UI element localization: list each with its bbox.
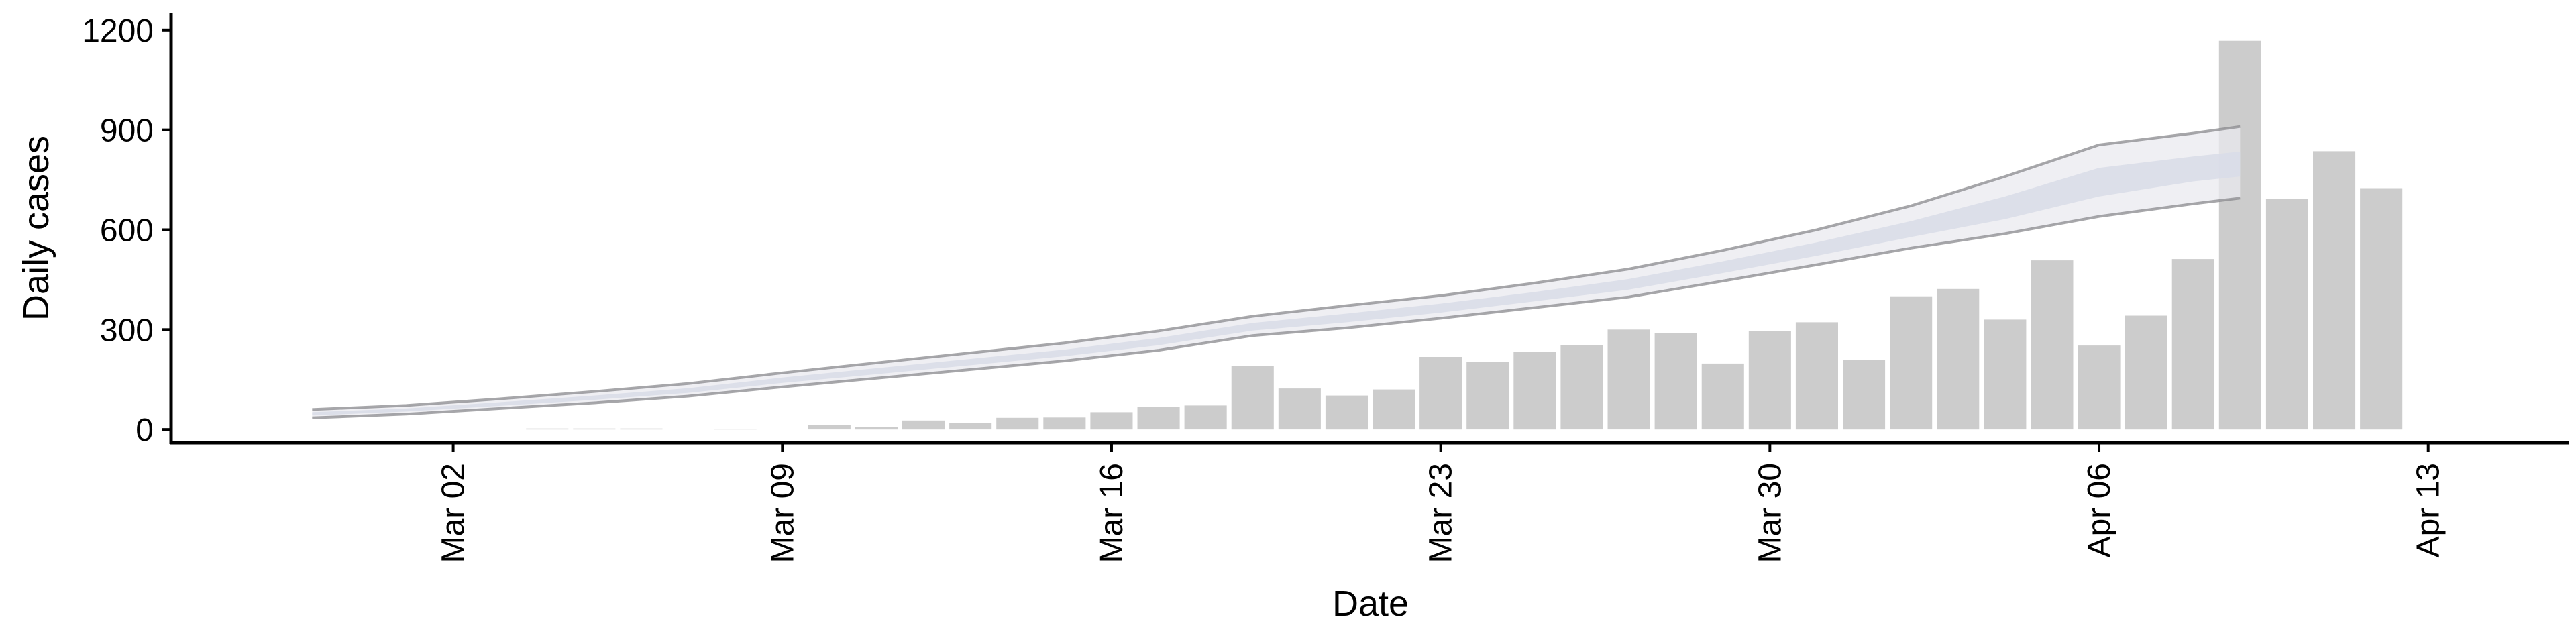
bar-2020-04-09 xyxy=(2218,40,2261,430)
bar-2020-03-16 xyxy=(1090,412,1133,430)
y-ticks: 0 300 600 900 1200 xyxy=(82,13,171,448)
y-tick-label-600: 600 xyxy=(100,213,154,248)
bar-2020-03-04 xyxy=(526,428,569,430)
bar-2020-03-24 xyxy=(1466,362,1509,430)
bar-2020-03-29 xyxy=(1701,363,1744,430)
bar-2020-04-08 xyxy=(2171,259,2214,430)
y-tick-label-0: 0 xyxy=(136,413,154,448)
forecast-band-upper-edge xyxy=(312,125,2241,411)
y-tick-label-1200: 1200 xyxy=(82,13,154,49)
bar-2020-03-23 xyxy=(1419,357,1462,430)
bar-2020-04-11 xyxy=(2313,151,2356,430)
bar-2020-03-28 xyxy=(1654,333,1697,430)
y-tick-label-900: 900 xyxy=(100,113,154,149)
bar-2020-04-02 xyxy=(1890,296,1933,430)
bar-2020-04-01 xyxy=(1843,360,1886,430)
bar-2020-03-21 xyxy=(1325,395,1368,430)
x-tick-label-Mar 09: Mar 09 xyxy=(765,463,800,563)
bar-2020-03-10 xyxy=(808,425,851,430)
bar-2020-03-13 xyxy=(949,423,992,430)
bar-2020-03-14 xyxy=(996,417,1039,430)
bar-2020-03-05 xyxy=(573,428,616,430)
x-ticks: Mar 02 Mar 09 Mar 16 Mar 23 Mar 30 Apr 06 Apr … xyxy=(436,443,2447,563)
y-tick-label-300: 300 xyxy=(100,313,154,348)
x-tick-label-Mar 23: Mar 23 xyxy=(1424,463,1459,563)
bar-2020-03-19 xyxy=(1231,366,1274,430)
bar-2020-03-25 xyxy=(1513,352,1556,430)
x-tick-label-Apr 06: Apr 06 xyxy=(2082,463,2117,557)
x-tick-label-Mar 02: Mar 02 xyxy=(436,463,472,563)
bar-2020-04-12 xyxy=(2360,188,2403,430)
bar-2020-04-07 xyxy=(2125,315,2167,430)
bar-2020-03-12 xyxy=(902,420,945,430)
x-axis-title: Date xyxy=(1332,584,1409,624)
bar-2020-03-15 xyxy=(1043,417,1086,430)
bar-2020-03-26 xyxy=(1560,345,1603,430)
x-tick-label-Mar 16: Mar 16 xyxy=(1094,463,1130,563)
bar-2020-04-03 xyxy=(1937,288,1980,430)
bar-2020-03-06 xyxy=(620,428,663,430)
bar-2020-03-17 xyxy=(1137,407,1180,430)
bar-2020-03-11 xyxy=(855,427,898,430)
bar-2020-04-06 xyxy=(2078,345,2121,430)
bar-2020-04-10 xyxy=(2265,199,2308,430)
forecast-band-lower-edge xyxy=(312,197,2241,419)
bar-2020-03-18 xyxy=(1184,405,1227,430)
bar-2020-03-20 xyxy=(1278,388,1321,430)
y-axis-title: Daily cases xyxy=(16,136,56,321)
bar-2020-04-04 xyxy=(1984,319,2027,430)
bars-layer xyxy=(526,40,2403,430)
bar-2020-03-30 xyxy=(1748,331,1791,430)
bar-2020-03-27 xyxy=(1607,329,1650,430)
bar-2020-03-31 xyxy=(1795,322,1838,430)
x-tick-label-Mar 30: Mar 30 xyxy=(1752,463,1788,563)
bar-2020-03-22 xyxy=(1373,389,1415,430)
forecast-band-layer xyxy=(312,125,2241,419)
x-tick-label-Apr 13: Apr 13 xyxy=(2411,463,2447,557)
bar-2020-04-05 xyxy=(2031,260,2074,430)
